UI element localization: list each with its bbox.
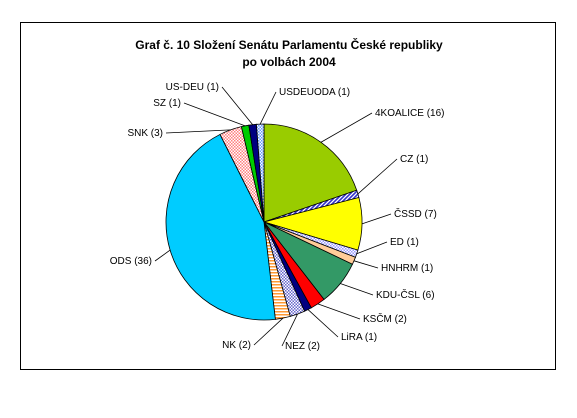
slice-label: ED (1) xyxy=(390,237,419,248)
leader-line xyxy=(307,309,339,338)
leader-line xyxy=(356,241,388,255)
leader-line xyxy=(154,249,171,262)
chart-frame: Graf č. 10 Složení Senátu Parlamentu Čes… xyxy=(20,22,556,370)
leader-line xyxy=(183,102,246,127)
pie-slices xyxy=(165,123,363,321)
leader-line xyxy=(357,158,398,195)
leader-lines xyxy=(154,86,398,347)
slice-label: CZ (1) xyxy=(400,154,428,165)
chart-subtitle: po volbách 2004 xyxy=(242,55,336,69)
slice-label: LiRA (1) xyxy=(341,332,377,343)
leader-line xyxy=(281,313,298,347)
slice-label: US-DEU (1) xyxy=(166,82,219,93)
slice-labels: 4KOALICE (16) CZ (1) ČSSD (7) ED (1) HNHRM (… xyxy=(110,82,445,352)
leader-line xyxy=(340,283,374,296)
leader-line xyxy=(221,86,253,125)
slice-label: 4KOALICE (16) xyxy=(375,108,444,119)
pie-slice xyxy=(255,123,265,223)
pie-slice xyxy=(263,123,358,223)
leader-line xyxy=(253,317,284,346)
leader-line xyxy=(165,129,231,134)
slice-label: SNK (3) xyxy=(127,128,163,139)
chart-title: Graf č. 10 Složení Senátu Parlamentu Čes… xyxy=(135,37,443,52)
slice-label: KSČM (2) xyxy=(363,312,407,325)
slice-label: USDEUODA (1) xyxy=(279,87,350,98)
slice-label: ČSSD (7) xyxy=(394,207,437,220)
leader-line xyxy=(320,112,373,143)
slice-label: SZ (1) xyxy=(153,98,181,109)
pie-chart: Graf č. 10 Složení Senátu Parlamentu Čes… xyxy=(110,37,445,352)
leader-line xyxy=(259,91,277,125)
slice-label: ODS (36) xyxy=(110,256,152,267)
leader-line xyxy=(361,213,392,225)
slice-label: HNHRM (1) xyxy=(381,263,433,274)
slice-label: NK (2) xyxy=(222,340,251,351)
leader-line xyxy=(353,260,379,269)
leader-line xyxy=(317,303,361,320)
slice-label: NEZ (2) xyxy=(285,341,320,352)
slice-label: KDU-ČSL (6) xyxy=(376,288,435,301)
